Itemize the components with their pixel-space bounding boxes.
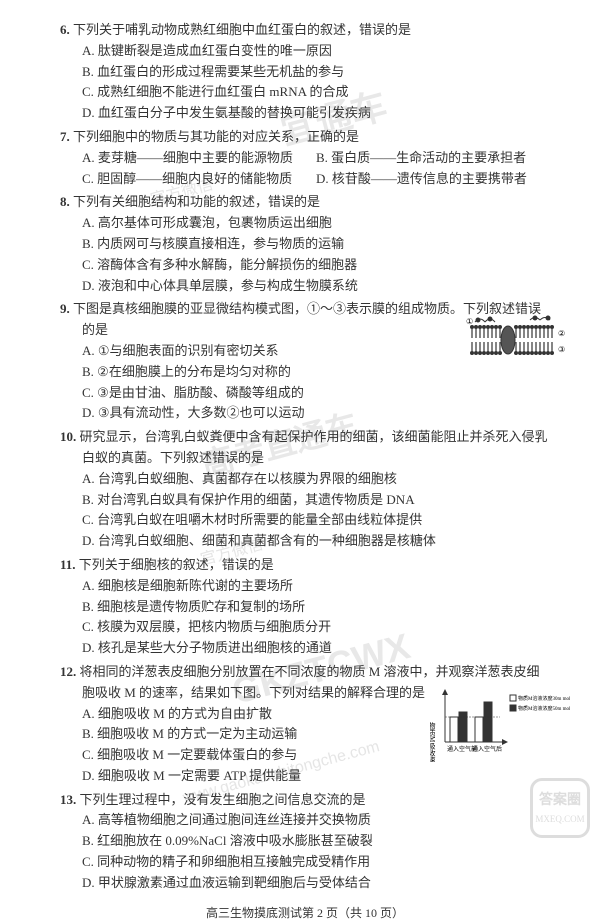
option-b: B. 血红蛋白的形成过程需要某些无机盐的参与 (60, 62, 550, 83)
question-stem: 下列关于哺乳动物成熟红细胞中血红蛋白的叙述，错误的是 (73, 22, 411, 37)
svg-text:②: ② (558, 329, 565, 338)
question-stem: 下列细胞中的物质与其功能的对应关系，正确的是 (73, 129, 359, 144)
question-number: 6. (60, 22, 70, 37)
option-c: C. 溶酶体含有多种水解酶，能分解损伤的细胞器 (60, 255, 550, 276)
option-d: D. 血红蛋白分子中发生氨基酸的替换可能引发疾病 (60, 103, 550, 124)
option-d: D. 液泡和中心体具单层膜，参与构成生物膜系统 (60, 276, 550, 297)
option-a: A. 麦芽糖——细胞中主要的能源物质 (82, 148, 316, 169)
option-b: B. 蛋白质——生命活动的主要承担者 (316, 148, 550, 169)
option-b: B. 细胞核是遗传物质贮存和复制的场所 (60, 597, 550, 618)
option-c: C. ③是由甘油、脂肪酸、磷酸等组成的 (60, 383, 550, 404)
bar-chart-diagram: 物质M吸收速率 通入空气前 通入空气后 物质M溶液浓度30m mol/L 物质M… (430, 687, 570, 762)
option-b: B. 对台湾乳白蚁具有保护作用的细菌，其遗传物质是 DNA (60, 490, 550, 511)
answer-badge: 答案圈 MXEQ.COM (530, 778, 590, 838)
option-d: D. 甲状腺激素通过血液运输到靶细胞后与受体结合 (60, 873, 550, 894)
question-7: 7. 下列细胞中的物质与其功能的对应关系，正确的是 A. 麦芽糖——细胞中主要的… (60, 127, 550, 189)
option-d: D. ③具有流动性，大多数②也可以运动 (60, 403, 550, 424)
chart-xlabel-2: 通入空气后 (472, 745, 502, 753)
question-6: 6. 下列关于哺乳动物成熟红细胞中血红蛋白的叙述，错误的是 A. 肽键断裂是造成… (60, 20, 550, 124)
badge-sub: MXEQ.COM (535, 812, 584, 826)
option-c: C. 胆固醇——细胞内良好的储能物质 (82, 169, 316, 190)
question-number: 8. (60, 194, 70, 209)
option-a: A. 台湾乳白蚁细胞、真菌都存在以核膜为界限的细胞核 (60, 469, 550, 490)
option-c: C. 核膜为双层膜，把核内物质与细胞质分开 (60, 617, 550, 638)
option-c: C. 同种动物的精子和卵细胞相互接触完成受精作用 (60, 852, 550, 873)
question-number: 13. (60, 792, 76, 807)
option-b: B. 红细胞放在 0.09%NaCl 溶液中吸水膨胀甚至破裂 (60, 831, 550, 852)
question-number: 7. (60, 129, 70, 144)
option-a: A. 肽键断裂是造成血红蛋白变性的唯一原因 (60, 41, 550, 62)
question-10: 10. 研究显示，台湾乳白蚁粪便中含有起保护作用的细菌，该细菌能阻止并杀死入侵乳… (60, 427, 550, 552)
question-8: 8. 下列有关细胞结构和功能的叙述，错误的是 A. 高尔基体可形成囊泡，包裹物质… (60, 192, 550, 296)
question-stem: 下列关于细胞核的叙述，错误的是 (79, 557, 274, 572)
option-d: D. 核孔是某些大分子物质进出细胞核的通道 (60, 638, 550, 659)
question-12: 12. 将相同的洋葱表皮细胞分别放置在不同浓度的物质 M 溶液中，并观察洋葱表皮… (60, 662, 550, 787)
option-d: D. 核苷酸——遗传信息的主要携带者 (316, 169, 550, 190)
question-13: 13. 下列生理过程中，没有发生细胞之间信息交流的是 A. 高等植物细胞之间通过… (60, 790, 550, 894)
question-stem: 研究显示，台湾乳白蚁粪便中含有起保护作用的细菌，该细菌能阻止并杀死入侵乳白蚁的真… (80, 429, 548, 465)
option-a: A. 高尔基体可形成囊泡，包裹物质运出细胞 (60, 213, 550, 234)
chart-ylabel: 物质M吸收速率 (430, 721, 436, 762)
option-a: A. 高等植物细胞之间通过胞间连丝连接并交换物质 (60, 810, 550, 831)
chart-legend-1: 物质M溶液浓度30m mol/L (518, 695, 570, 702)
chart-legend-2: 物质M溶液浓度50m mol/L (518, 705, 570, 712)
question-number: 9. (60, 301, 70, 316)
question-number: 12. (60, 664, 76, 679)
svg-text:③: ③ (558, 345, 565, 354)
page-footer: 高三生物摸底测试第 2 页（共 10 页） (60, 904, 550, 923)
svg-text:①: ① (466, 317, 473, 326)
question-11: 11. 下列关于细胞核的叙述，错误的是 A. 细胞核是细胞新陈代谢的主要场所 B… (60, 555, 550, 659)
membrane-diagram: ① ② ③ (460, 314, 570, 364)
question-number: 11. (60, 557, 76, 572)
question-9: 9. 下图是真核细胞膜的亚显微结构模式图，①～③表示膜的组成物质。下列叙述错误的… (60, 299, 550, 424)
question-stem: 下列有关细胞结构和功能的叙述，错误的是 (73, 194, 320, 209)
option-d: D. 台湾乳白蚁细胞、细菌和真菌都含有的一种细胞器是核糖体 (60, 531, 550, 552)
option-b: B. ②在细胞膜上的分布是均匀对称的 (60, 362, 550, 383)
option-b: B. 内质网可与核膜直接相连，参与物质的运输 (60, 234, 550, 255)
option-a: A. 细胞核是细胞新陈代谢的主要场所 (60, 576, 550, 597)
question-number: 10. (60, 429, 76, 444)
badge-main: 答案圈 (539, 790, 581, 812)
question-stem: 下列生理过程中，没有发生细胞之间信息交流的是 (80, 792, 366, 807)
option-c: C. 台湾乳白蚁在咀嚼木材时所需要的能量全部由线粒体提供 (60, 510, 550, 531)
option-c: C. 成熟红细胞不能进行血红蛋白 mRNA 的合成 (60, 82, 550, 103)
option-d: D. 细胞吸收 M 一定需要 ATP 提供能量 (60, 766, 550, 787)
